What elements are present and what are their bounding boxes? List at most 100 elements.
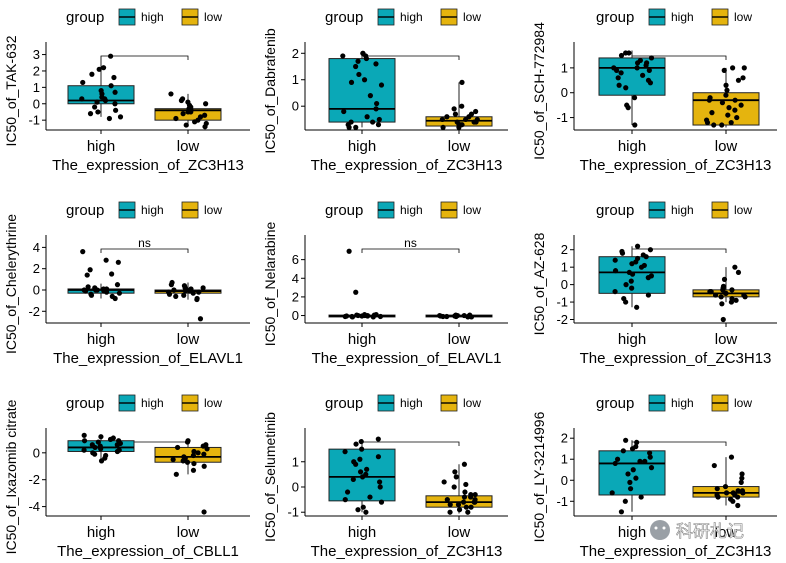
- y-tick-label: 0: [33, 96, 40, 111]
- data-point: [627, 486, 634, 492]
- data-point: [201, 451, 207, 457]
- y-tick-label: 0: [33, 282, 40, 297]
- data-point: [637, 458, 643, 464]
- y-tick-label: 0: [561, 85, 568, 100]
- data-point: [190, 290, 196, 296]
- x-axis-label: The_expression_of_ZC3H13: [311, 543, 503, 560]
- data-point: [447, 502, 453, 508]
- data-point: [359, 474, 366, 480]
- box-high: [67, 56, 135, 117]
- data-point: [200, 285, 206, 291]
- data-point: [728, 299, 735, 305]
- data-point: [730, 498, 736, 504]
- data-point: [643, 254, 649, 260]
- data-point: [81, 447, 87, 453]
- data-point: [111, 74, 117, 81]
- y-tick-label: 1: [292, 454, 299, 469]
- data-point: [623, 299, 629, 305]
- data-point: [94, 287, 100, 293]
- data-point: [733, 297, 739, 303]
- data-point: [704, 119, 711, 126]
- data-point: [96, 66, 102, 72]
- data-point: [711, 462, 717, 469]
- data-point: [714, 486, 720, 492]
- data-point: [618, 52, 625, 59]
- data-point: [715, 494, 721, 500]
- legend-label-low: low: [204, 203, 222, 217]
- data-point: [619, 250, 626, 256]
- x-tick-label-low: low: [448, 138, 471, 155]
- data-point: [346, 248, 352, 254]
- data-point: [174, 444, 181, 451]
- data-point: [186, 106, 192, 112]
- x-tick-label-low: low: [448, 331, 471, 348]
- box-low: [692, 457, 760, 506]
- legend-label-low: low: [204, 10, 222, 24]
- data-point: [375, 436, 381, 442]
- data-point: [735, 269, 742, 276]
- data-point: [363, 55, 370, 62]
- y-tick-label: 4: [33, 240, 40, 255]
- y-tick-label: -1: [556, 110, 568, 125]
- data-point: [456, 507, 463, 513]
- data-point: [472, 491, 478, 498]
- data-point: [108, 53, 114, 59]
- data-point: [359, 313, 365, 319]
- y-tick-label: 2: [561, 431, 568, 446]
- data-point: [723, 82, 729, 88]
- box-high: [598, 50, 666, 126]
- wechat-icon-eye: [654, 526, 658, 530]
- data-point: [638, 264, 645, 270]
- data-point: [459, 122, 465, 128]
- data-point: [112, 101, 118, 107]
- data-point: [620, 448, 626, 454]
- data-point: [647, 247, 654, 253]
- data-point: [612, 257, 618, 263]
- legend-title: group: [325, 395, 363, 412]
- x-tick-label-high: high: [618, 331, 646, 348]
- data-point: [634, 60, 641, 66]
- data-point: [646, 67, 652, 73]
- data-point: [200, 443, 206, 449]
- legend-label-low: low: [734, 10, 752, 24]
- data-point: [459, 79, 465, 85]
- y-axis-label: IC50_of_AZ-628: [531, 232, 547, 335]
- x-tick-label-high: high: [348, 524, 376, 541]
- data-point: [173, 293, 179, 299]
- data-point: [183, 122, 189, 128]
- box-high: [598, 246, 666, 308]
- data-point: [342, 497, 348, 503]
- data-point: [609, 490, 615, 496]
- legend-label-low: low: [463, 203, 481, 217]
- legend-label-low: low: [204, 396, 222, 410]
- data-point: [722, 483, 729, 490]
- data-point: [355, 507, 361, 513]
- data-point: [625, 471, 631, 477]
- y-tick-label: 1: [561, 60, 568, 75]
- box-iqr: [328, 58, 396, 123]
- data-point: [735, 488, 741, 494]
- data-point: [735, 494, 741, 500]
- y-tick-label: 6: [292, 252, 299, 267]
- data-point: [94, 99, 100, 105]
- data-point: [197, 316, 204, 322]
- data-point: [612, 288, 618, 295]
- x-axis-label: The_expression_of_ZC3H13: [311, 157, 503, 174]
- data-point: [629, 446, 636, 452]
- data-point: [452, 111, 459, 117]
- data-point: [204, 446, 210, 452]
- data-point: [79, 96, 85, 102]
- legend-label-low: low: [734, 203, 752, 217]
- data-point: [182, 285, 188, 291]
- significance-bracket: [631, 441, 727, 446]
- data-point: [468, 491, 474, 498]
- data-point: [168, 91, 174, 97]
- box-high: [328, 53, 396, 128]
- data-point: [626, 50, 632, 56]
- significance-bracket: [361, 441, 460, 446]
- data-point: [461, 461, 468, 467]
- significance-bracket: [100, 248, 189, 253]
